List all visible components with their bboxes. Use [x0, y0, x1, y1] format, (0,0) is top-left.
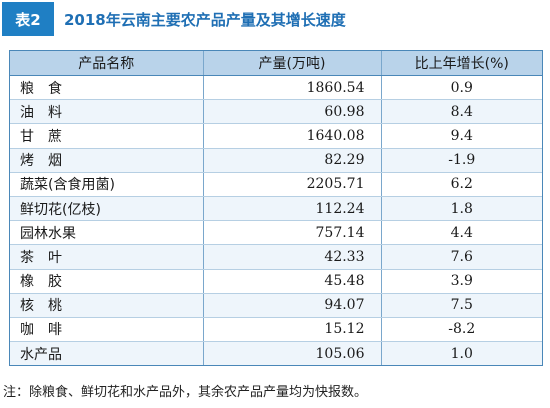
cell-growth: 6.2 [380, 172, 542, 197]
table-row: 甘 蔗 1640.08 9.4 [10, 123, 542, 149]
cell-output: 2205.71 [202, 172, 382, 197]
cell-output: 45.48 [202, 269, 382, 294]
table-row: 鲜切花(亿枝) 112.24 1.8 [10, 196, 542, 222]
cell-growth: 4.4 [380, 220, 542, 246]
cell-product-name: 核 桃 [10, 293, 204, 318]
cell-product-name: 咖 啡 [10, 317, 204, 343]
cell-product-name: 油 料 [10, 99, 204, 125]
table-row: 油 料 60.98 8.4 [10, 99, 542, 125]
cell-growth: 1.0 [380, 341, 542, 366]
cell-output: 94.07 [202, 293, 382, 318]
cell-output: 105.06 [202, 341, 382, 366]
cell-output: 1860.54 [202, 75, 382, 101]
cell-product-name: 园林水果 [10, 220, 204, 246]
cell-growth: 9.4 [380, 123, 542, 149]
table-row: 核 桃 94.07 7.5 [10, 293, 542, 318]
cell-output: 15.12 [202, 317, 382, 343]
cell-product-name: 蔬菜(含食用菌) [10, 172, 204, 197]
cell-growth: -1.9 [380, 148, 542, 173]
table-footnote: 注：除粮食、鲜切花和水产品外，其余农产品产量均为快报数。 [3, 385, 368, 400]
cell-product-name: 橡 胶 [10, 269, 204, 294]
table-header-row: 产品名称 产量(万吨) 比上年增长(%) [10, 51, 542, 76]
cell-product-name: 烤 烟 [10, 148, 204, 173]
cell-growth: 7.5 [380, 293, 542, 318]
table-title-bar: 表2 2018年云南主要农产品产量及其增长速度 [0, 0, 550, 36]
cell-growth: 3.9 [380, 269, 542, 294]
cell-output: 1640.08 [202, 123, 382, 149]
cell-product-name: 粮 食 [10, 75, 204, 101]
cell-growth: -8.2 [380, 317, 542, 343]
table-row: 水产品 105.06 1.0 [10, 341, 542, 366]
header-product-name: 产品名称 [10, 51, 204, 76]
cell-output: 757.14 [202, 220, 382, 246]
cell-output: 60.98 [202, 99, 382, 125]
cell-output: 82.29 [202, 148, 382, 173]
cell-output: 112.24 [202, 196, 382, 222]
table-row: 烤 烟 82.29 -1.9 [10, 148, 542, 173]
table-row: 咖 啡 15.12 -8.2 [10, 317, 542, 343]
table-number-badge: 表2 [2, 2, 54, 36]
data-table-container: 产品名称 产量(万吨) 比上年增长(%) 粮 食 1860.54 0.9 油 料… [9, 50, 543, 367]
cell-growth: 7.6 [380, 244, 542, 270]
table-title: 2018年云南主要农产品产量及其增长速度 [64, 10, 346, 29]
cell-product-name: 水产品 [10, 341, 204, 366]
cell-output: 42.33 [202, 244, 382, 270]
cell-growth: 0.9 [380, 75, 542, 101]
cell-product-name: 茶 叶 [10, 244, 204, 270]
cell-growth: 8.4 [380, 99, 542, 125]
table-row: 粮 食 1860.54 0.9 [10, 75, 542, 101]
cell-growth: 1.8 [380, 196, 542, 222]
table-row: 蔬菜(含食用菌) 2205.71 6.2 [10, 172, 542, 197]
header-output: 产量(万吨) [202, 51, 382, 76]
table-row: 橡 胶 45.48 3.9 [10, 269, 542, 294]
cell-product-name: 鲜切花(亿枝) [10, 196, 204, 222]
header-growth: 比上年增长(%) [380, 51, 542, 76]
table-row: 园林水果 757.14 4.4 [10, 220, 542, 246]
production-table: 产品名称 产量(万吨) 比上年增长(%) 粮 食 1860.54 0.9 油 料… [10, 51, 542, 366]
table-row: 茶 叶 42.33 7.6 [10, 244, 542, 270]
cell-product-name: 甘 蔗 [10, 123, 204, 149]
